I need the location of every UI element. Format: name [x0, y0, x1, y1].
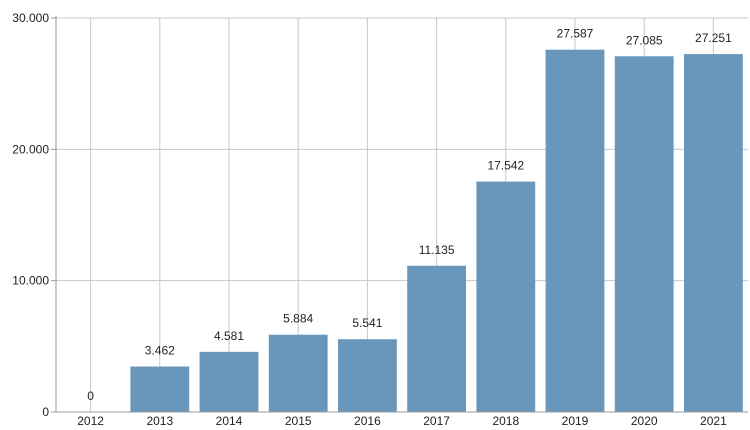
- bar-2019: [545, 49, 605, 412]
- bar-2017: [407, 265, 467, 412]
- x-tick-label-2013: 2013: [146, 414, 173, 425]
- bar-2014: [199, 351, 259, 412]
- bar-2018: [476, 181, 536, 412]
- data-label-2012: 0: [87, 389, 94, 403]
- data-label-2020: 27.085: [626, 33, 663, 47]
- x-tick-label-2015: 2015: [285, 414, 312, 425]
- y-tick-label: 0: [42, 405, 49, 419]
- bar-2020: [614, 56, 674, 413]
- x-tick-label-2020: 2020: [631, 414, 658, 425]
- x-tick-label-2021: 2021: [700, 414, 727, 425]
- x-tick-label-2017: 2017: [423, 414, 450, 425]
- data-label-2021: 27.251: [695, 31, 732, 45]
- data-label-2019: 27.587: [557, 27, 594, 41]
- x-tick-label-2014: 2014: [216, 414, 243, 425]
- bar-2015: [268, 334, 328, 412]
- data-label-2017: 11.135: [419, 243, 455, 257]
- data-label-2013: 3.462: [145, 344, 175, 358]
- data-label-2015: 5.884: [283, 312, 313, 326]
- x-tick-label-2019: 2019: [562, 414, 589, 425]
- x-tick-label-2016: 2016: [354, 414, 381, 425]
- data-label-2016: 5.541: [352, 316, 382, 330]
- y-tick-label: 20.000: [12, 142, 49, 156]
- x-tick-label-2018: 2018: [492, 414, 519, 425]
- bar-2021: [683, 54, 743, 412]
- x-tick-label-2012: 2012: [77, 414, 104, 425]
- data-label-2014: 4.581: [214, 329, 244, 343]
- bar-2016: [337, 339, 397, 412]
- y-tick-label: 10.000: [12, 274, 49, 288]
- data-label-2018: 17.542: [487, 159, 524, 173]
- bar-2013: [130, 366, 190, 412]
- y-tick-label: 30.000: [12, 11, 49, 25]
